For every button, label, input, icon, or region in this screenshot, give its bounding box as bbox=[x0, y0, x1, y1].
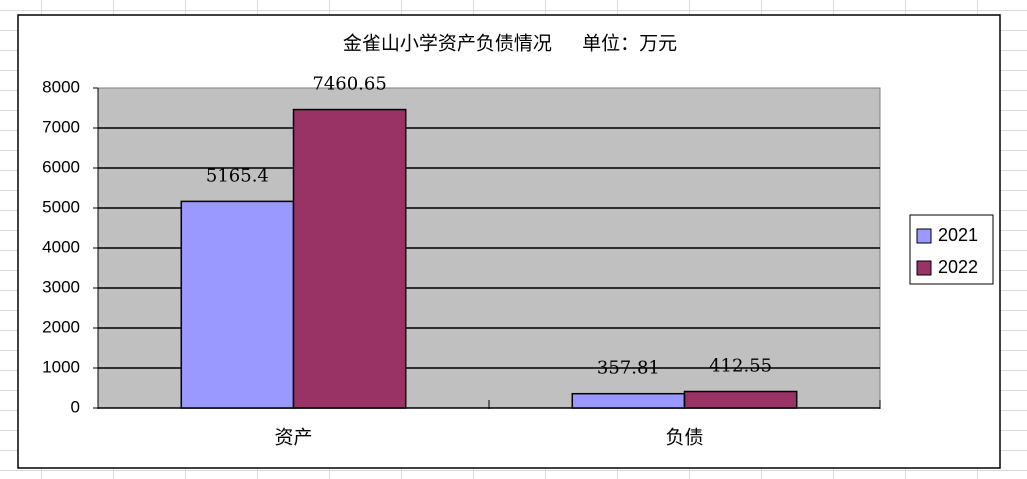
y-tick-label: 0 bbox=[71, 397, 80, 416]
y-tick-label: 5000 bbox=[42, 197, 80, 216]
y-tick-label: 7000 bbox=[42, 117, 80, 136]
x-tick-label: 资产 bbox=[274, 427, 312, 449]
legend-label: 2021 bbox=[938, 225, 978, 245]
value-label: 7460.65 bbox=[312, 74, 386, 95]
legend-label: 2022 bbox=[938, 257, 978, 277]
value-label: 412.55 bbox=[709, 355, 772, 376]
y-tick-label: 8000 bbox=[42, 77, 80, 96]
x-tick-label: 负债 bbox=[665, 427, 703, 449]
legend-swatch bbox=[916, 228, 932, 244]
y-tick-label: 6000 bbox=[42, 157, 80, 176]
bar bbox=[571, 392, 686, 409]
y-tick-label: 2000 bbox=[42, 317, 80, 336]
value-label: 357.81 bbox=[597, 358, 660, 379]
bar bbox=[683, 390, 798, 409]
legend-swatch bbox=[916, 260, 932, 276]
y-tick-label: 1000 bbox=[42, 357, 80, 376]
chart-title: 金雀山小学资产负债情况 单位：万元 bbox=[343, 33, 677, 55]
y-tick-label: 4000 bbox=[42, 237, 80, 256]
bar bbox=[180, 200, 295, 409]
value-label: 5165.4 bbox=[206, 165, 269, 186]
y-tick-label: 3000 bbox=[42, 277, 80, 296]
bar bbox=[292, 108, 407, 409]
